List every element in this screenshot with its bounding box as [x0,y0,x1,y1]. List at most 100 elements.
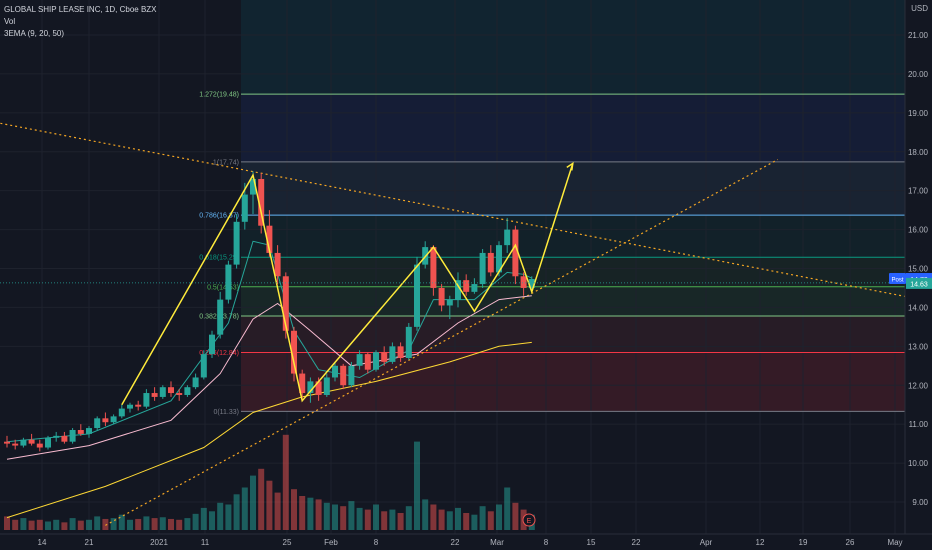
candle-body [323,377,330,395]
fib-level-label: 1(17.74) [213,159,239,166]
time-tick-label: May [887,538,902,547]
grid [0,0,905,534]
volume-bar [414,441,420,530]
zigzag-arrowhead[interactable] [566,161,574,171]
volume-bar [266,480,273,530]
time-axis-ticks: 14 21 2021 11 25 Feb 8 22 Mar 8 15 22 Apr 12 19 26 May [38,538,903,547]
price-tick-label: 14.00 [908,303,929,312]
time-tick-label: 15 [587,538,596,547]
candle-body [381,352,388,362]
candle-body [430,247,437,288]
earnings-marker[interactable]: E [522,513,536,527]
volume-bar [184,518,191,530]
candle-body [266,225,273,253]
volume-bar [192,513,199,530]
candle-body [53,435,60,438]
volume-bar [512,502,519,530]
candle-body [209,334,215,355]
price-tick-label: 20.00 [908,70,929,79]
candle-body [332,365,338,378]
candle-body [241,194,248,222]
price-tick-label: 21.00 [908,31,929,40]
volume-bar [373,504,379,530]
price-axis-background[interactable] [905,0,932,534]
candle-body [274,252,281,277]
fib-zone [241,94,905,162]
fib-level-label: 0(11.33) [213,409,239,416]
candle-body [20,439,27,446]
time-tick-label: Mar [490,538,504,547]
volume-bar [225,504,232,530]
volume-bar [340,506,347,530]
volume-legend[interactable]: Vol [4,17,16,26]
volume-bar [479,506,486,530]
fib-level-label: 0.236(12.84) [199,350,239,357]
fib-zone [241,161,905,216]
volume-bar [487,511,494,530]
time-tick-label: Feb [324,538,338,547]
candle-body [307,381,314,394]
fib-zone [241,315,905,353]
candle-body [217,299,224,335]
time-tick-label: 8 [544,538,549,547]
post-tag [889,273,906,285]
candle-body [176,393,183,395]
volume-bar [61,522,68,530]
volume-bar [364,509,371,530]
volume-bar [12,519,19,530]
candle-body [414,264,420,327]
volume-bar [28,520,35,530]
volume-bar [209,511,215,530]
earnings-marker-circle[interactable] [522,513,536,527]
time-tick-label: 2021 [150,538,168,547]
candle-body [397,346,404,359]
volume-bar [348,501,355,530]
candle-body [4,441,10,444]
zigzag-line[interactable] [121,163,574,406]
zigzag-pattern[interactable] [121,161,574,406]
candle-body [299,373,306,394]
fib-zone [241,0,905,95]
candle-body [479,252,486,285]
volume-bar [77,520,84,530]
fib-level-label: 0.786(16.37) [199,213,239,220]
volume-bar [282,434,289,530]
candle-body [438,287,445,306]
candle-body [86,428,92,434]
symbol-title[interactable]: GLOBAL SHIP LEASE INC, 1D, Cboe BZX [4,5,157,14]
time-tick-label: 11 [201,538,210,547]
candle-body [512,229,519,277]
candle-body [282,276,289,331]
volume-bar [53,519,60,530]
ema-legend[interactable]: 3EMA (9, 20, 50) [4,29,65,38]
candle-body [69,430,76,442]
volume-bar [241,487,248,530]
price-tick-label: 15.00 [908,265,929,274]
volume-bar [20,518,27,530]
ema-20-line [6,295,532,460]
candle-body [373,352,379,370]
time-tick-label: 8 [374,538,379,547]
candle-body [315,381,322,395]
price-tick-label: 9.00 [912,498,928,507]
candle-body [250,178,256,195]
volume-bar [176,519,183,530]
candle-body [455,280,461,300]
volume-bar [135,518,142,530]
candle-body [192,377,199,388]
volume-bar [94,516,101,530]
fib-zone [241,286,905,316]
volume-bar [381,511,388,530]
fib-retracement[interactable]: 0(11.33)0.236(12.84)0.382(13.78)0.5(14.5… [199,92,905,416]
time-tick-label: 21 [85,538,94,547]
candle-body [463,280,470,292]
candle-body [471,284,478,292]
volume-bar [258,468,265,530]
volume-bar [151,518,158,530]
time-axis-background[interactable] [0,534,932,550]
price-tick-label: 13.00 [908,342,929,351]
time-tick-label: 22 [632,538,641,547]
candle-body [118,408,125,417]
candle-body [61,435,68,442]
